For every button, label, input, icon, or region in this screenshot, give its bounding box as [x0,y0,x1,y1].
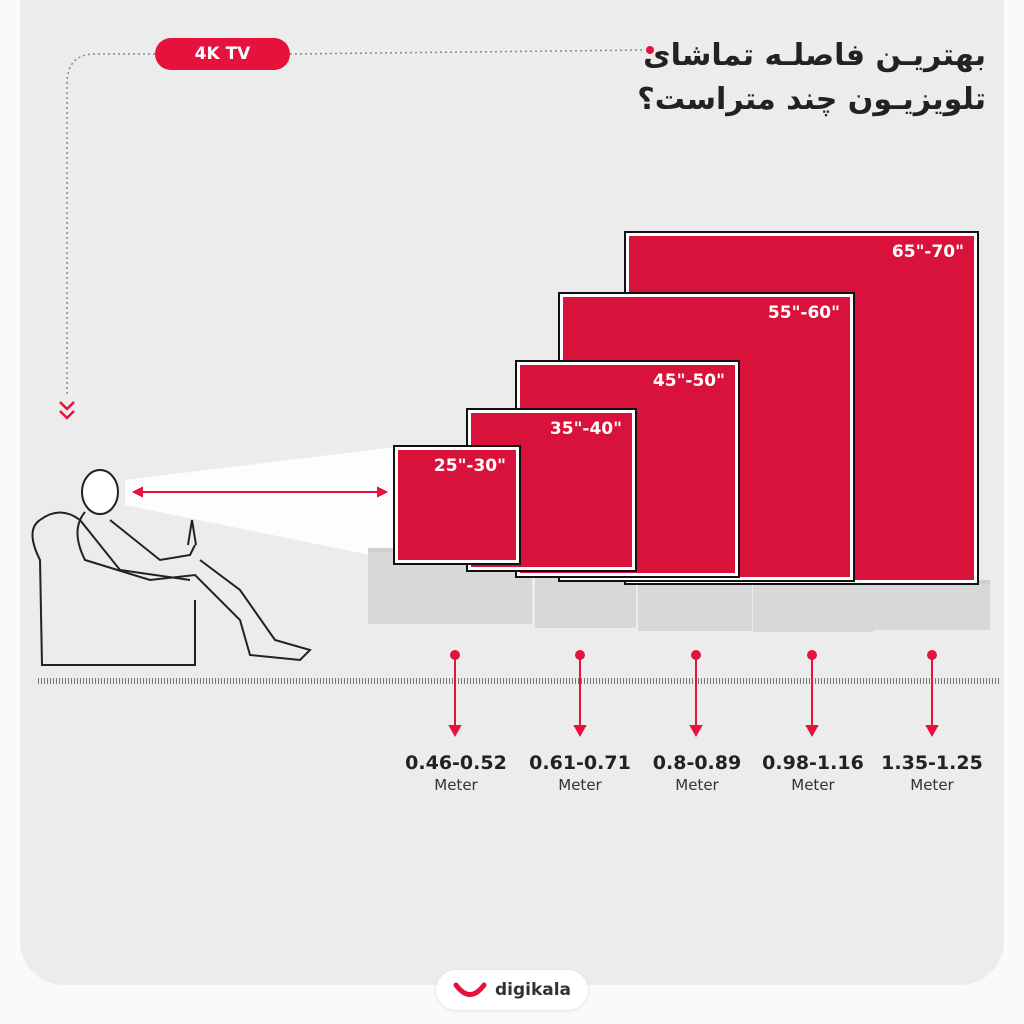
distance-marker [689,650,703,738]
dotted-connector-title [289,49,646,55]
tv-size-label: 55"-60" [767,303,840,323]
distance-marker [573,650,587,738]
distance-unit: Meter [675,776,719,794]
tv-25-30: 25"-30" [393,445,521,565]
person-in-armchair-illustration [31,469,312,666]
distance-label: 1.35-1.25 Meter [867,752,997,794]
title-line-2: تلویزیـون چند متراست؟ [637,82,986,117]
distance-unit: Meter [910,776,954,794]
distance-marker [448,650,462,738]
distance-value: 0.98-1.16 [762,752,864,774]
tv-size-label: 25"-30" [433,456,506,476]
smile-logo-icon [453,982,487,997]
distance-value: 0.8-0.89 [652,752,742,774]
page-title: بهتریـن فاصلـه تماشای تلویزیـون چند مترا… [637,34,986,122]
tv-size-label: 45"-50" [652,371,725,391]
tv-size-label: 65"-70" [891,242,964,262]
distance-label: 0.8-0.89 Meter [632,752,762,794]
distance-unit: Meter [434,776,478,794]
distance-value: 1.35-1.25 [881,752,983,774]
distance-label: 0.61-0.71 Meter [515,752,645,794]
viewing-arrow [131,486,389,498]
view-beam [125,447,395,560]
distance-label: 0.98-1.16 Meter [748,752,878,794]
double-chevron-down-icon [59,401,75,420]
distance-marker [805,650,819,738]
title-dot [646,46,654,54]
distance-value: 0.46-0.52 [405,752,507,774]
distance-value: 0.61-0.71 [529,752,631,774]
tv-size-label: 35"-40" [549,419,622,439]
digikala-logo: digikala [436,970,588,1010]
distance-unit: Meter [558,776,602,794]
distance-marker [925,650,939,738]
badge-4k-tv: 4K TV [155,38,290,70]
brand-name: digikala [494,980,572,1000]
distance-unit: Meter [791,776,835,794]
title-line-1: بهتریـن فاصلـه تماشای [643,38,986,73]
distance-label: 0.46-0.52 Meter [391,752,521,794]
dotted-connector [66,53,155,395]
